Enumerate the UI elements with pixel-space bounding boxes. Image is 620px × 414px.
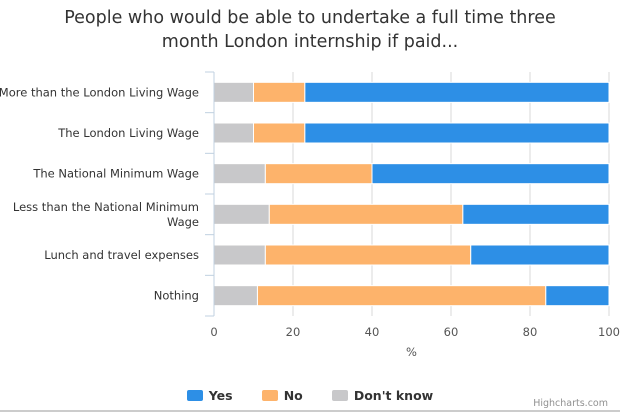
x-tick-label: 40 [365,325,380,339]
category-label: Nothing [154,289,199,303]
category-label: The London Living Wage [57,126,199,140]
bar-segment[interactable] [213,285,258,307]
legend-swatch-yes [186,390,203,401]
chart-title-line-2: month London internship if paid... [161,32,459,52]
bars [213,81,610,307]
bar-segment[interactable] [545,285,610,307]
category-label: More than the London Living Wage [0,85,199,99]
category-label: The National Minimum Wage [32,167,199,181]
legend: Yes No Don't know [0,385,620,404]
bar-segment[interactable] [304,122,610,144]
bar-segment[interactable] [213,244,266,266]
legend-item-dont-know[interactable]: Don't know [331,388,434,403]
axis-labels: 0 20 40 60 80 100% More than the London Living… [0,85,620,359]
legend-label-yes: Yes [208,388,233,403]
x-tick-label: 60 [444,325,459,339]
bar-segment[interactable] [268,203,464,225]
category-label: Less than the National Minimum [13,200,199,214]
x-tick-label: 0 [210,325,217,339]
bar-segment[interactable] [371,163,610,185]
chart-title-line-1: People who would be able to undertake a … [64,8,556,28]
x-tick-label: 20 [286,325,301,339]
legend-item-yes[interactable]: Yes [186,388,233,403]
bar-segment[interactable] [213,81,254,103]
credits-link[interactable]: Highcharts.com [533,398,608,409]
bar-segment[interactable] [213,203,270,225]
legend-label-dont-know: Don't know [353,388,434,403]
chart-title: People who would be able to undertake a … [0,6,620,54]
bar-segment[interactable] [253,122,306,144]
bar-segment[interactable] [256,285,547,307]
bar-segment[interactable] [462,203,610,225]
gridlines [213,72,610,316]
bar-segment[interactable] [213,122,254,144]
bar-segment[interactable] [253,81,306,103]
x-axis-title: % [406,345,417,359]
category-label: Wage [167,215,199,229]
bar-segment[interactable] [213,163,266,185]
category-label: Lunch and travel expenses [44,248,199,262]
legend-swatch-dont-know [331,390,348,401]
bar-segment[interactable] [304,81,610,103]
legend-swatch-no [261,390,278,401]
legend-item-no[interactable]: No [261,388,303,403]
bar-segment[interactable] [264,244,472,266]
axes [0,71,620,412]
bar-segment[interactable] [264,163,373,185]
legend-label-no: No [283,388,303,403]
x-tick-label: 100 [598,325,620,339]
x-tick-label: 80 [523,325,538,339]
bar-segment[interactable] [470,244,610,266]
